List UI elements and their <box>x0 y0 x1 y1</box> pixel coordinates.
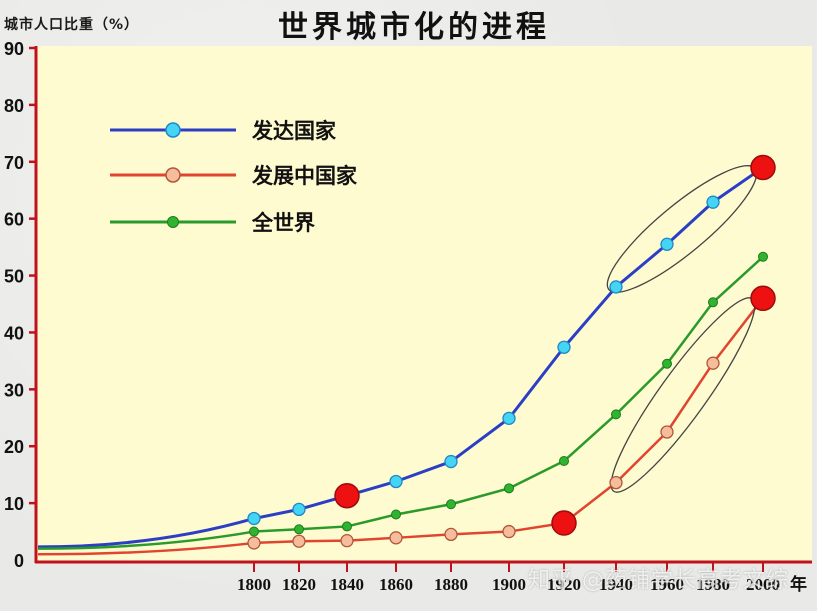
highlight-dot <box>334 482 360 509</box>
marker-world <box>758 251 768 262</box>
legend-label-developed: 发达国家 <box>251 119 337 143</box>
marker-world <box>559 456 569 467</box>
line-world <box>37 255 764 550</box>
x-tick-label: 2000 <box>746 575 780 594</box>
y-tick-label: 80 <box>4 96 24 116</box>
y-tick-label: 20 <box>4 437 24 457</box>
x-tick-label: 1940 <box>599 575 633 594</box>
marker-developing <box>660 425 674 439</box>
marker-world <box>446 499 456 510</box>
legend-label-developing: 发展中国家 <box>251 164 358 188</box>
legend-label-world: 全世界 <box>251 211 315 235</box>
chart-title: 世界城市化的进程 <box>278 10 550 45</box>
line-developed <box>37 166 764 549</box>
marker-developed <box>502 411 516 425</box>
marker-developing <box>292 534 306 548</box>
y-tick-label: 30 <box>4 380 24 400</box>
marker-developed <box>609 280 623 294</box>
series-lines <box>37 166 764 556</box>
marker-world <box>391 509 401 520</box>
highlight-dot <box>551 510 577 536</box>
marker-developing <box>389 531 403 545</box>
marker-world <box>504 483 514 494</box>
marker-developed <box>292 502 306 517</box>
x-tick-label: 1820 <box>282 575 316 594</box>
x-tick-label: 1920 <box>547 575 581 594</box>
series-markers <box>247 154 776 550</box>
x-tick-label: 1860 <box>379 575 413 594</box>
marker-world <box>611 409 621 420</box>
y-tick-label: 60 <box>4 210 24 230</box>
marker-world <box>294 524 304 535</box>
marker-developing <box>444 527 458 542</box>
x-tick-label: 1980 <box>696 575 730 594</box>
marker-developed <box>706 195 720 209</box>
y-tick-label: 40 <box>4 323 24 343</box>
marker-developing <box>247 536 261 550</box>
watermark-text: 知乎 @药铺学长高考文综 <box>528 568 789 593</box>
marker-world <box>708 297 718 308</box>
marker-developed <box>660 237 674 251</box>
legend-marker-world <box>167 216 179 228</box>
marker-developed <box>557 340 571 354</box>
y-tick-label: 10 <box>4 494 24 514</box>
legend-marker-developing <box>165 167 181 183</box>
marker-developing <box>502 524 516 539</box>
highlight-dot <box>750 285 776 312</box>
marker-world <box>342 521 352 532</box>
plot-area <box>36 46 812 562</box>
marker-developed <box>389 474 403 489</box>
y-tick-label: 90 <box>4 39 24 59</box>
x-tick-label: 1880 <box>434 575 468 594</box>
y-tick-label: 70 <box>4 153 24 173</box>
y-axis-label: 城市人口比重（%） <box>4 17 140 33</box>
marker-developing <box>609 475 623 490</box>
x-tick-label: 1960 <box>650 575 684 594</box>
marker-developing <box>706 356 720 370</box>
line-developing <box>37 297 764 556</box>
marker-world <box>249 526 259 537</box>
x-tick-label: 1900 <box>492 575 526 594</box>
marker-developing <box>340 534 354 548</box>
y-tick-label: 0 <box>14 551 24 571</box>
x-unit-label: 年 <box>790 574 807 594</box>
y-tick-label: 50 <box>4 267 24 287</box>
legend-marker-developed <box>165 122 181 138</box>
marker-world <box>662 358 672 369</box>
x-tick-label: 1840 <box>330 575 364 594</box>
x-tick-label: 1800 <box>237 575 271 594</box>
highlight-dot <box>750 154 776 181</box>
marker-developed <box>247 511 261 526</box>
marker-developed <box>444 454 458 469</box>
axes: 0 10 20 30 40 50 60 70 80 90 1800 1820 1840 1860 1880 1… <box>4 39 812 594</box>
